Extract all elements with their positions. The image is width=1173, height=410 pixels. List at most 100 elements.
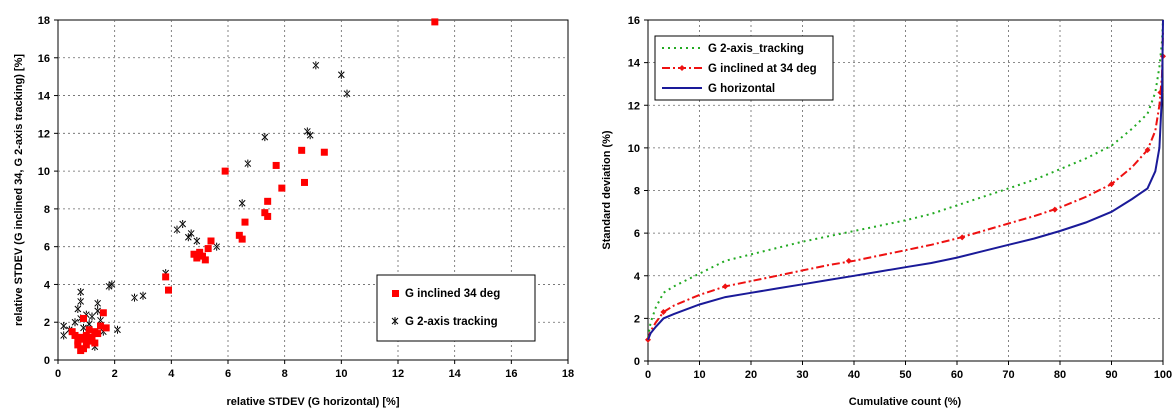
chart1-y-tick-label: 8 xyxy=(44,204,50,216)
chart1-x-tick-label: 18 xyxy=(562,368,574,380)
chart1-y-tick-label: 18 xyxy=(38,15,50,27)
tracking-point xyxy=(88,312,96,321)
chart1-y-tick-label: 16 xyxy=(38,53,50,65)
tracking-point xyxy=(108,280,116,289)
inclined-point xyxy=(102,324,110,332)
chart2-x-axis-label: Cumulative count (%) xyxy=(849,396,962,408)
inclined-point xyxy=(272,161,280,169)
inclined-point xyxy=(162,273,170,281)
chart1-grid xyxy=(58,20,568,360)
tracking-point xyxy=(131,293,138,302)
legend-label-tracking: G 2-axis tracking xyxy=(405,316,498,328)
chart1-x-tick-label: 0 xyxy=(55,368,61,380)
inclined-point xyxy=(80,335,87,343)
inclined-point xyxy=(431,18,439,26)
inclined-point xyxy=(68,328,76,336)
series-line-2axis-tracking xyxy=(647,19,1164,338)
inclined-point xyxy=(278,184,286,192)
chart2-y-tick-label: 10 xyxy=(628,143,640,155)
tracking-point xyxy=(74,305,82,313)
chart2-y-tick-label: 6 xyxy=(634,228,640,240)
chart1-ticks: 0 2 4 6 8 10 12 14 16 18 0 2 4 6 8 10 12 14 16 18 xyxy=(38,15,574,380)
inclined-point xyxy=(204,245,212,253)
chart1-x-tick-label: 16 xyxy=(505,368,517,380)
inclined-point xyxy=(207,237,215,245)
inclined-point xyxy=(85,337,93,345)
inclined-marker xyxy=(722,283,729,290)
inclined-point xyxy=(80,314,87,322)
chart1-x-tick-label: 2 xyxy=(112,368,118,380)
chart2-y-tick-label: 2 xyxy=(634,313,640,325)
inclined-point xyxy=(80,345,87,353)
chart1-y-tick-label: 12 xyxy=(38,128,50,140)
legend-label-2axis: G 2-axis_tracking xyxy=(708,43,804,55)
tracking-point xyxy=(193,237,201,245)
chart-scatter-stdev: 0 2 4 6 8 10 12 14 16 18 0 2 4 6 8 10 12 14 16 18 relative … xyxy=(13,15,574,408)
chart2-y-tick-label: 14 xyxy=(628,58,641,70)
inclined-point xyxy=(82,341,90,349)
inclined-point xyxy=(241,218,249,226)
legend-label-inclined: G inclined 34 deg xyxy=(405,288,500,300)
chart1-y-tick-label: 14 xyxy=(38,91,51,103)
chart2-legend: G 2-axis_tracking G inclined at 34 deg G… xyxy=(654,35,834,101)
chart2-y-tick-label: 0 xyxy=(634,356,640,368)
tracking-point xyxy=(173,225,181,234)
inclined-marker xyxy=(1144,147,1151,154)
tracking-point xyxy=(343,89,351,98)
chart2-y-tick-label: 8 xyxy=(634,186,640,198)
tracking-point xyxy=(114,325,121,334)
inclined-point xyxy=(264,212,272,220)
chart1-legend-box xyxy=(376,274,536,342)
legend-marker-inclined-diamond xyxy=(679,65,685,71)
chart1-x-axis-label: relative STDEV (G horizontal) [%] xyxy=(227,396,400,408)
chart1-y-tick-label: 0 xyxy=(44,355,50,367)
inclined-point xyxy=(165,286,172,294)
tracking-point xyxy=(77,297,85,306)
legend-marker-tracking xyxy=(391,317,399,325)
tracking-point xyxy=(261,133,269,142)
chart1-x-tick-label: 4 xyxy=(168,368,175,380)
tracking-point xyxy=(244,159,252,168)
legend-marker-inclined xyxy=(392,290,399,297)
chart2-x-tick-label: 60 xyxy=(951,369,963,381)
inclined-point xyxy=(320,148,328,156)
inclined-marker xyxy=(660,308,667,315)
inclined-marker xyxy=(845,257,852,264)
inclined-point xyxy=(74,341,82,349)
inclined-point xyxy=(201,256,209,264)
inclined-point xyxy=(97,322,104,330)
tracking-point xyxy=(179,220,187,228)
inclined-point xyxy=(235,231,243,239)
chart2-x-tick-label: 40 xyxy=(848,369,860,381)
tracking-point xyxy=(105,282,113,291)
inclined-point xyxy=(221,167,229,175)
inclined-point xyxy=(199,252,206,260)
chart2-y-axis-label: Standard deviation (%) xyxy=(601,130,613,250)
chart2-ticks: 0 10 20 30 40 50 60 70 80 90 100 0 2 4 6 8 10 12 14 16 xyxy=(628,15,1172,381)
tracking-point xyxy=(238,199,246,208)
chart1-y-tick-label: 10 xyxy=(38,166,50,178)
chart2-x-tick-label: 100 xyxy=(1154,369,1172,381)
inclined-marker xyxy=(1051,206,1058,213)
inclined-point xyxy=(91,339,99,347)
inclined-point xyxy=(74,337,82,345)
chart2-x-tick-label: 10 xyxy=(693,369,705,381)
chart2-x-tick-label: 90 xyxy=(1105,369,1117,381)
inclined-point xyxy=(99,309,107,317)
tracking-point xyxy=(312,61,320,70)
inclined-point xyxy=(88,333,96,341)
chart1-y-tick-label: 2 xyxy=(44,317,50,329)
tracking-point xyxy=(187,229,195,238)
inclined-marker xyxy=(1108,181,1115,188)
tracking-point xyxy=(303,127,311,136)
inclined-point xyxy=(193,254,201,262)
inclined-point xyxy=(301,178,308,186)
chart2-y-tick-label: 16 xyxy=(628,15,640,27)
inclined-point xyxy=(85,326,93,334)
inclined-point xyxy=(190,250,198,258)
legend-label-inclined34: G inclined at 34 deg xyxy=(708,63,817,75)
legend-label-horizontal: G horizontal xyxy=(708,83,775,95)
chart1-series xyxy=(60,18,439,355)
chart1-x-tick-label: 12 xyxy=(392,368,404,380)
chart2-x-tick-label: 30 xyxy=(796,369,808,381)
